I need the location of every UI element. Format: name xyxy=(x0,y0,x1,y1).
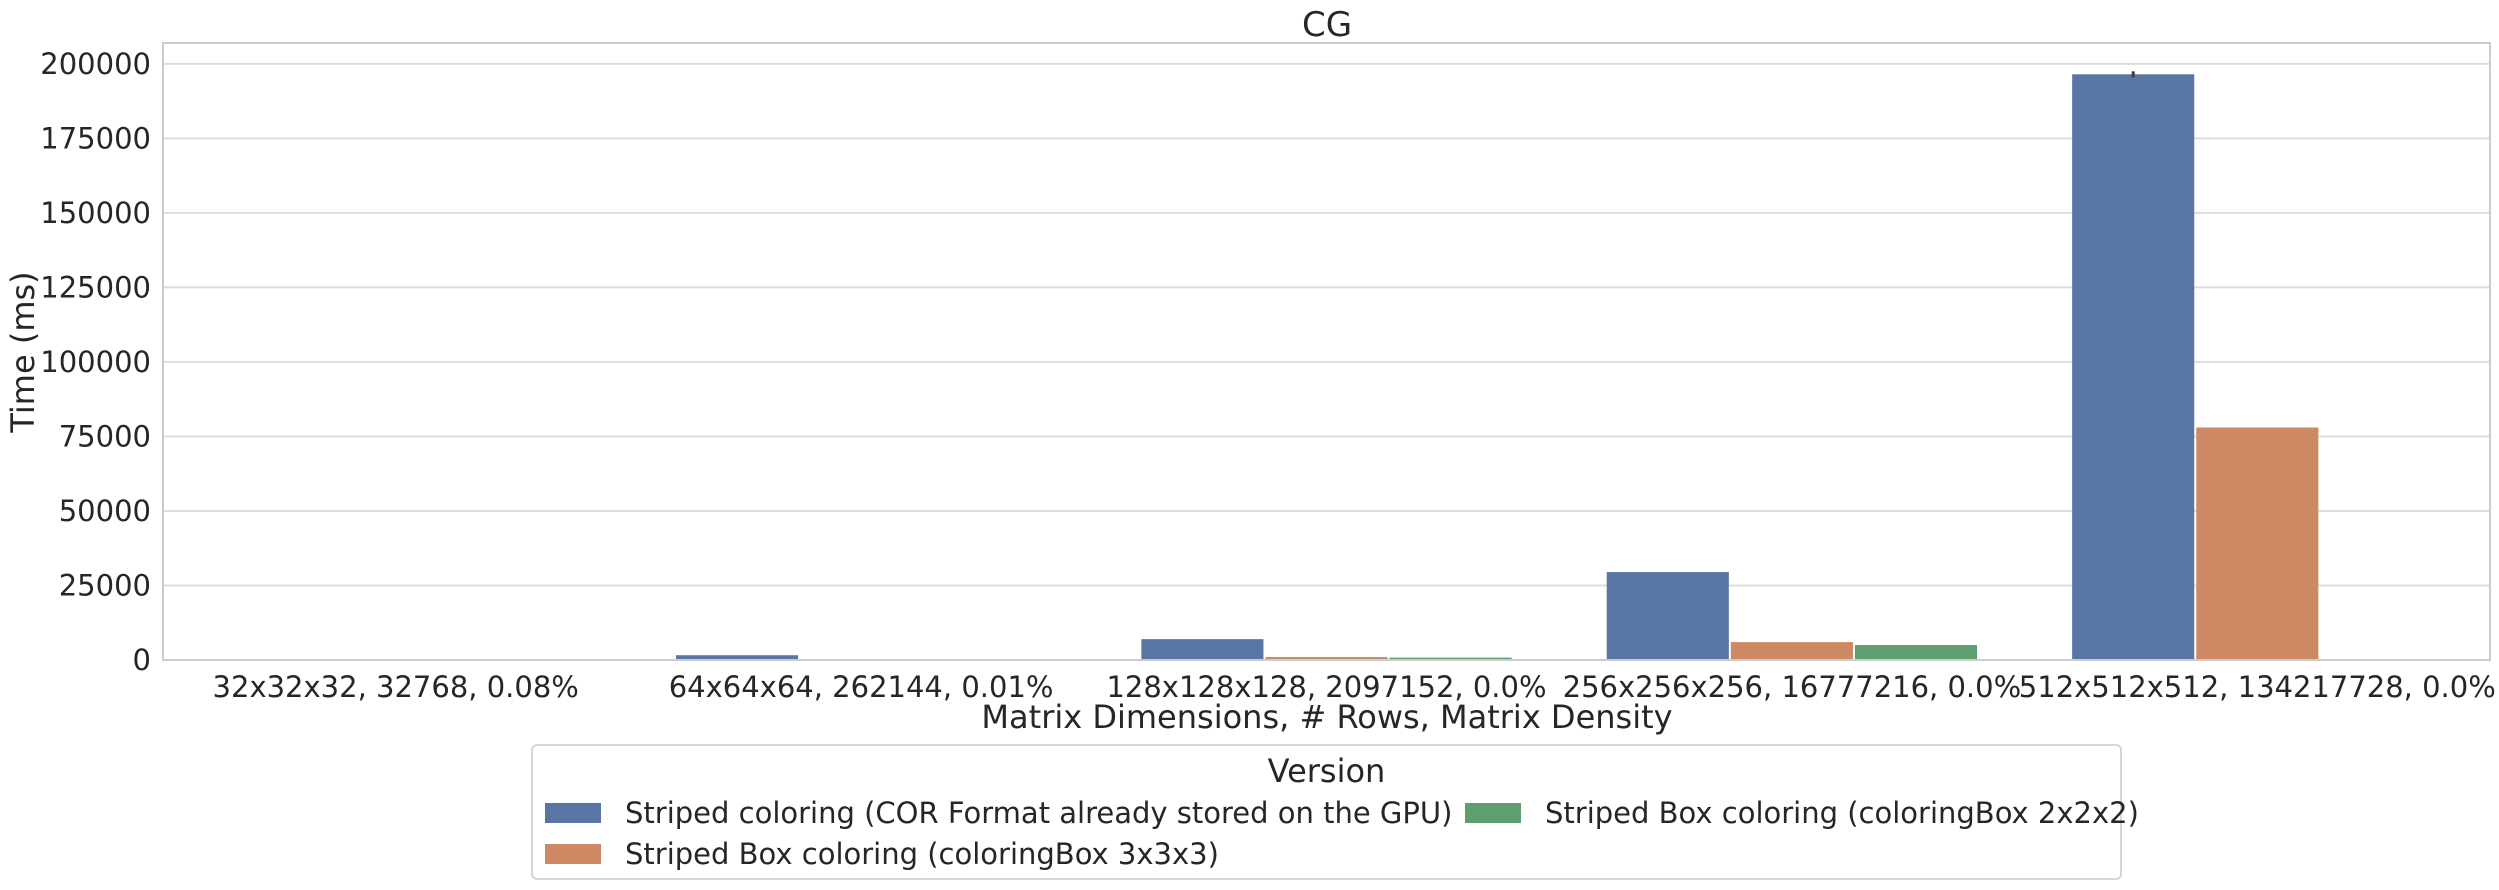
x-tick-label: 128x128x128, 2097152, 0.0% xyxy=(1106,670,1546,704)
y-tick-label: 175000 xyxy=(40,121,151,155)
y-tick-label: 200000 xyxy=(40,47,151,81)
bar xyxy=(1389,657,1512,660)
bar xyxy=(1265,657,1388,660)
y-tick-label: 75000 xyxy=(59,419,151,453)
x-tick-label: 64x64x64, 262144, 0.01% xyxy=(669,670,1054,704)
y-tick-label: 125000 xyxy=(40,270,151,304)
legend-label: Striped Box coloring (coloringBox 2x2x2) xyxy=(1545,796,2139,830)
legend: Version Striped coloring (COR Format alr… xyxy=(531,744,2139,880)
bar xyxy=(1730,642,1853,660)
bars xyxy=(210,74,2319,660)
legend-label: Striped coloring (COR Format already sto… xyxy=(625,796,1453,830)
bar xyxy=(675,655,799,660)
bar xyxy=(1141,639,1264,660)
legend-title: Version xyxy=(1267,752,1386,790)
bar xyxy=(1606,572,1729,660)
y-tick-label: 0 xyxy=(133,643,151,677)
bar xyxy=(2072,74,2195,660)
x-tick-labels: 32x32x32, 32768, 0.08% 64x64x64, 262144, … xyxy=(213,670,2496,704)
y-tick-labels: 0 25000 50000 75000 100000 125000 150000 175000… xyxy=(40,47,151,677)
y-tick-label: 100000 xyxy=(40,345,151,379)
y-tick-label: 150000 xyxy=(40,196,151,230)
x-tick-label: 512x512x512, 134217728, 0.0% xyxy=(2019,670,2496,704)
plot-frame xyxy=(162,42,2491,661)
bar xyxy=(1854,645,1978,660)
bar xyxy=(2196,427,2319,660)
legend-swatch xyxy=(545,803,601,823)
y-axis-label: Time (ms) xyxy=(4,271,42,433)
chart-title: CG xyxy=(1302,5,1352,45)
legend-swatch xyxy=(1465,803,1521,823)
y-tick-label: 50000 xyxy=(59,494,151,528)
legend-item-striped-coloring: Striped coloring (COR Format already sto… xyxy=(545,796,1452,830)
legend-label: Striped Box coloring (coloringBox 3x3x3) xyxy=(625,837,1219,871)
x-tick-label: 256x256x256, 16777216, 0.0% xyxy=(1563,670,2022,704)
x-tick-label: 32x32x32, 32768, 0.08% xyxy=(213,670,579,704)
y-tick-label: 25000 xyxy=(59,568,151,602)
legend-swatch xyxy=(545,844,601,864)
x-axis-label: Matrix Dimensions, # Rows, Matrix Densit… xyxy=(981,698,1672,736)
legend-item-striped-box-3x3x3: Striped Box coloring (coloringBox 3x3x3) xyxy=(545,837,1219,871)
legend-item-striped-box-2x2x2: Striped Box coloring (coloringBox 2x2x2) xyxy=(1465,796,2139,830)
